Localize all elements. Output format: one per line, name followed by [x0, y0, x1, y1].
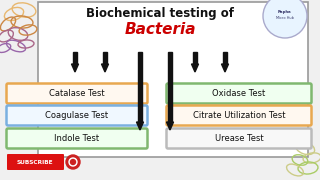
- Bar: [168, 52, 172, 122]
- Text: Coagulase Test: Coagulase Test: [45, 111, 108, 120]
- FancyBboxPatch shape: [166, 105, 311, 125]
- Bar: [223, 52, 227, 64]
- Polygon shape: [166, 122, 173, 130]
- Polygon shape: [137, 122, 143, 130]
- FancyBboxPatch shape: [166, 84, 311, 104]
- Polygon shape: [71, 64, 78, 72]
- Text: Biochemical testing of: Biochemical testing of: [86, 8, 234, 21]
- Text: Urease Test: Urease Test: [215, 134, 263, 143]
- Circle shape: [66, 155, 80, 169]
- FancyBboxPatch shape: [6, 105, 148, 125]
- Polygon shape: [221, 64, 228, 72]
- Bar: [138, 52, 142, 122]
- Circle shape: [69, 158, 77, 166]
- Bar: [193, 52, 197, 64]
- Text: Rapha: Rapha: [278, 10, 292, 14]
- FancyBboxPatch shape: [6, 129, 148, 148]
- Text: Micro Hub: Micro Hub: [276, 16, 294, 20]
- Bar: [103, 52, 107, 64]
- Text: Citrate Utilization Test: Citrate Utilization Test: [193, 111, 285, 120]
- Text: Bacteria: Bacteria: [124, 22, 196, 37]
- Text: Indole Test: Indole Test: [54, 134, 100, 143]
- Bar: [73, 52, 77, 64]
- Circle shape: [263, 0, 307, 38]
- FancyBboxPatch shape: [166, 129, 311, 148]
- Text: Catalase Test: Catalase Test: [49, 89, 105, 98]
- Circle shape: [70, 159, 76, 165]
- Polygon shape: [191, 64, 198, 72]
- FancyBboxPatch shape: [6, 84, 148, 104]
- Text: SUBSCRIBE: SUBSCRIBE: [17, 159, 53, 165]
- Polygon shape: [101, 64, 108, 72]
- FancyBboxPatch shape: [38, 2, 308, 157]
- FancyBboxPatch shape: [7, 154, 64, 170]
- Text: Oxidase Test: Oxidase Test: [212, 89, 266, 98]
